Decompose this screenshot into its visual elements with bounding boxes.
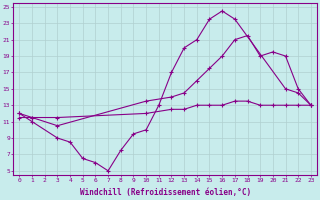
- X-axis label: Windchill (Refroidissement éolien,°C): Windchill (Refroidissement éolien,°C): [80, 188, 251, 197]
